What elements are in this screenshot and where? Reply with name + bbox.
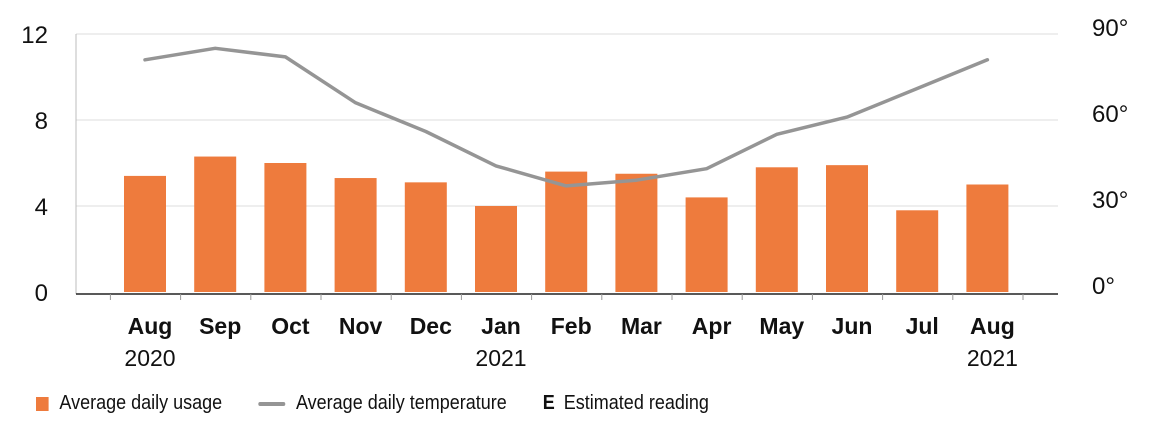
bar-7 xyxy=(615,173,658,292)
x-tick-label-2: Oct xyxy=(271,313,310,339)
y-right-tick-label-3: 90° xyxy=(1092,15,1128,42)
y-left-tick-label-0: 0 xyxy=(35,280,48,307)
bar-10 xyxy=(826,165,868,292)
legend-item-temperature: Average daily temperature xyxy=(258,392,507,415)
y-right-tick-label-2: 60° xyxy=(1092,101,1128,128)
bar-6 xyxy=(545,171,588,292)
y-left-tick-label-1: 4 xyxy=(35,194,48,221)
x-tick-label-7: Mar xyxy=(621,313,662,339)
legend-label-usage: Average daily usage xyxy=(59,392,223,414)
y-right-tick-label-1: 30° xyxy=(1092,187,1128,214)
bar-4 xyxy=(404,182,447,292)
x-tick-label-3: Nov xyxy=(339,313,383,339)
legend-estimated-symbol: E xyxy=(542,392,555,414)
x-tick-label-5: Jan xyxy=(481,313,521,339)
x-tick-label-12: Aug xyxy=(970,313,1015,339)
legend-swatch-usage xyxy=(36,396,49,411)
x-tick-label-1: Sep xyxy=(199,313,241,339)
x-year-label-0: 2020 xyxy=(124,345,175,371)
y-left-tick-label-3: 12 xyxy=(21,22,48,49)
x-tick-label-9: May xyxy=(759,313,804,339)
legend-swatch-temperature xyxy=(258,401,286,406)
bar-9 xyxy=(755,167,798,292)
x-tick-label-4: Dec xyxy=(410,313,452,339)
temperature-line xyxy=(143,46,990,188)
legend-item-estimated: E Estimated reading xyxy=(543,392,709,415)
x-year-label-12: 2021 xyxy=(967,345,1018,371)
x-tick-label-11: Jul xyxy=(906,313,939,339)
bar-3 xyxy=(334,178,377,292)
x-tick-label-0: Aug xyxy=(128,313,173,339)
y-left-tick-label-2: 8 xyxy=(35,108,48,135)
bar-5 xyxy=(475,206,517,292)
legend-label-temperature: Average daily temperature xyxy=(295,392,507,414)
legend-label-estimated: Estimated reading xyxy=(563,392,709,414)
bar-11 xyxy=(896,210,939,292)
x-tick-label-8: Apr xyxy=(692,313,732,339)
x-year-label-5: 2021 xyxy=(475,345,526,371)
y-right-tick-label-0: 0° xyxy=(1092,273,1115,300)
bar-1 xyxy=(194,156,237,292)
x-tick-label-10: Jun xyxy=(832,313,873,339)
bar-2 xyxy=(264,163,307,292)
legend-item-usage: Average daily usage xyxy=(36,392,222,415)
combo-chart: 0 4 8 12 0° 30° 60° 90° Aug 2020 Sep Oct Nov Dec Jan 20… xyxy=(21,15,1128,371)
bar-12 xyxy=(966,184,1009,292)
x-tick-label-6: Feb xyxy=(551,313,592,339)
bar-8 xyxy=(685,197,728,292)
legend: Average daily usage Average daily temper… xyxy=(36,392,745,415)
bar-0 xyxy=(124,175,166,292)
